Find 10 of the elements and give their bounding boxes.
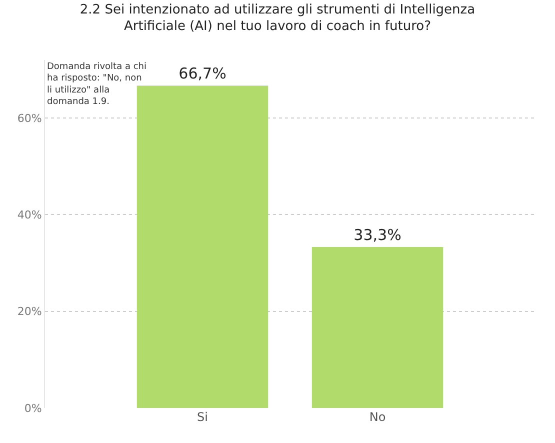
chart-title: 2.2 Sei intenzionato ad utilizzare gli strumenti di Intelligenza Artificiale (AI) nel tuo lavoro di coach in futuro? <box>80 2 476 34</box>
y-tick-label: 0% <box>24 402 42 415</box>
data-label: 66,7% <box>178 64 226 83</box>
x-tick-label: No <box>369 410 386 424</box>
x-tick-label: Si <box>197 410 208 424</box>
data-label: 33,3% <box>354 226 402 244</box>
y-tick-label: 20% <box>17 305 42 318</box>
annotation: Domanda rivolta a chi ha risposto: "No, non li utilizzo" alla domanda 1.9. <box>47 62 146 108</box>
y-tick-label: 40% <box>17 208 42 222</box>
y-tick-label: 60% <box>17 112 42 125</box>
